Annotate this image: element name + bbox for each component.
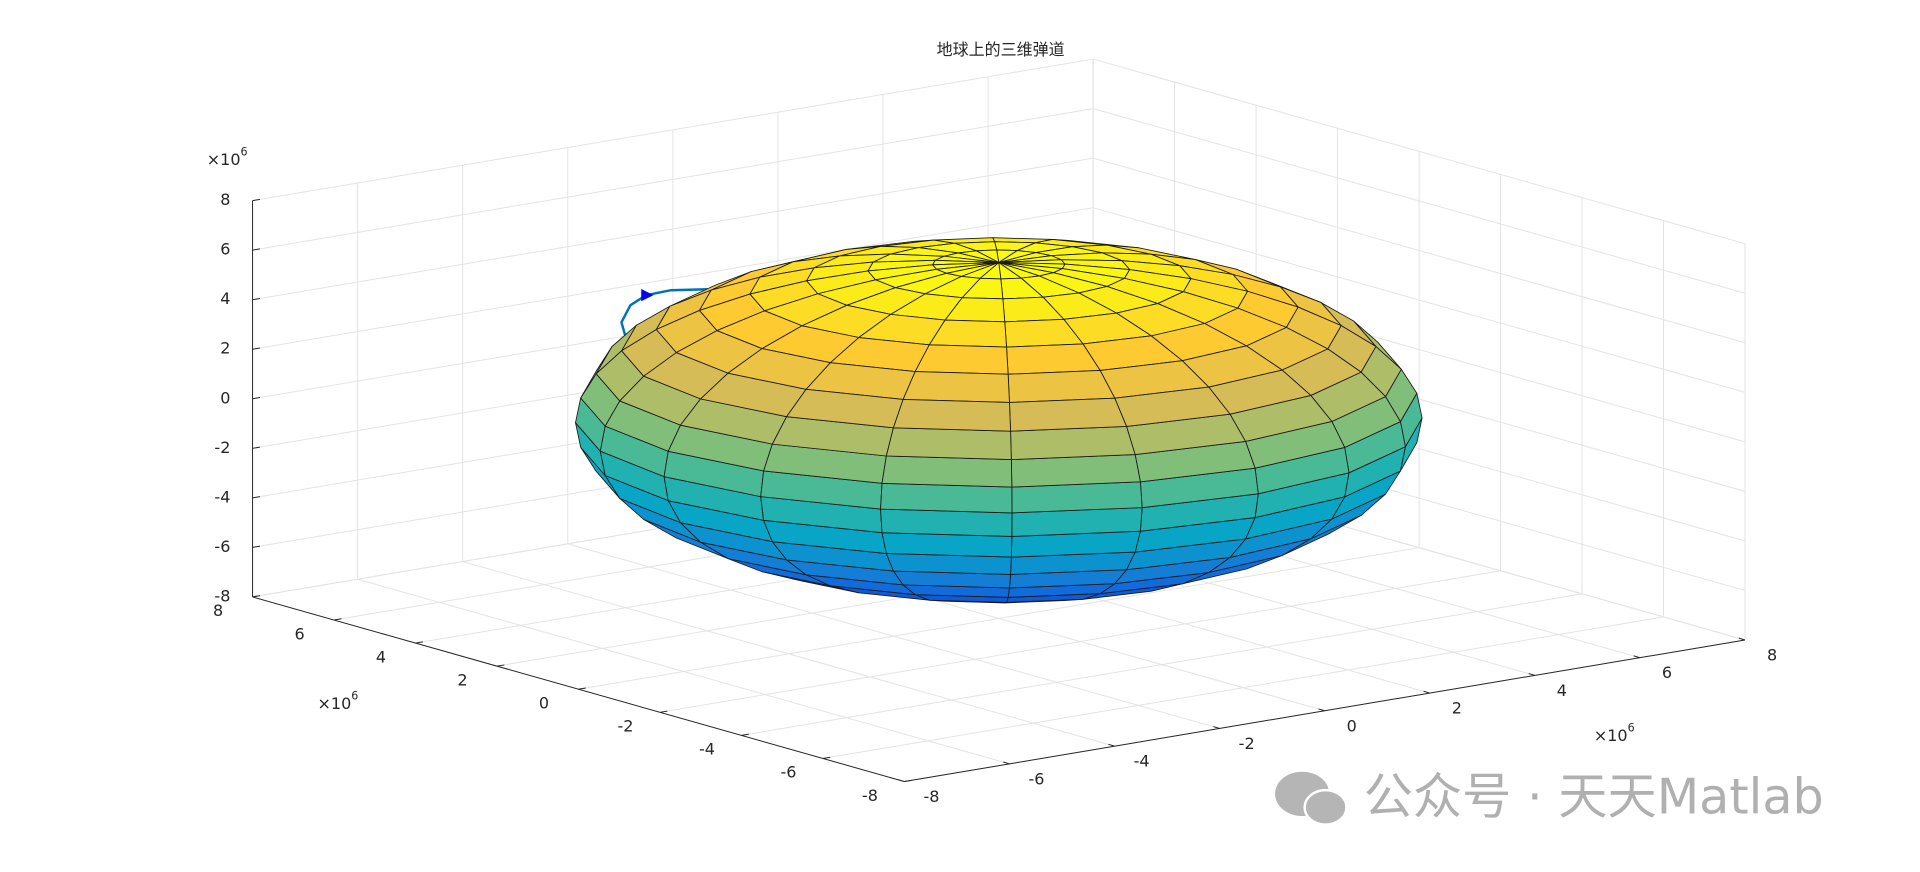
surface-face (1006, 343, 1101, 375)
axis-multiplier: ×106 (318, 690, 359, 713)
axes: -8-6-4-202468-8-6-4-202468-8-6-4-202468×… (207, 146, 1777, 806)
y-tick-label: 2 (457, 670, 467, 689)
grid-line (252, 58, 1094, 202)
y-tick (578, 687, 586, 690)
x-tick-label: -4 (1134, 752, 1150, 771)
axis-multiplier: ×106 (207, 146, 248, 169)
multiplier-power: 6 (351, 690, 358, 703)
x-tick (898, 779, 905, 783)
y-tick (741, 733, 749, 736)
y-tick (496, 664, 505, 667)
watermark-text: 公众号 · 天天Matlab (1364, 767, 1824, 825)
z-tick (252, 397, 261, 400)
x-tick (1108, 743, 1115, 747)
z-tick (252, 248, 261, 251)
surface-face (914, 344, 1009, 375)
surface-face (881, 532, 1013, 558)
grid-line (1093, 207, 1746, 393)
y-tick-label: 4 (376, 647, 386, 666)
z-tick-label: 0 (220, 388, 230, 407)
multiplier-power: 6 (241, 146, 248, 159)
grid-line (659, 570, 1501, 713)
y-tick-label: -6 (780, 763, 796, 782)
y-tick (659, 710, 668, 713)
surface-face (880, 482, 1013, 514)
x-tick-label: 8 (1767, 645, 1777, 664)
z-tick-label: -4 (214, 487, 230, 506)
x-tick-label: 2 (1452, 699, 1462, 718)
z-tick-label: 8 (220, 190, 230, 209)
y-tick-label: -4 (699, 740, 715, 759)
surface-face (1009, 397, 1127, 432)
multiplier-base: ×10 (318, 693, 352, 712)
surface (575, 237, 1423, 604)
multiplier-base: ×10 (1594, 725, 1628, 744)
surface-face (1007, 370, 1116, 403)
multiplier-base: ×10 (207, 149, 241, 168)
x-tick (1318, 708, 1325, 712)
y-tick-label: 6 (294, 624, 304, 643)
x-tick (1633, 655, 1641, 659)
grid-line (1093, 58, 1746, 245)
z-tick (252, 347, 261, 350)
z-tick (252, 496, 261, 499)
grid-line (1093, 108, 1746, 294)
x-tick-label: -6 (1029, 769, 1045, 788)
grid-line (1093, 157, 1746, 344)
z-tick-label: 2 (220, 339, 230, 358)
grid-line (578, 547, 1420, 690)
y-tick (252, 595, 261, 598)
z-tick (252, 198, 261, 202)
y-tick-label: 8 (213, 601, 223, 620)
z-tick-label: -6 (214, 537, 230, 556)
x-tick (1003, 761, 1010, 765)
watermark: 公众号 · 天天Matlab (1275, 767, 1824, 826)
y-tick (904, 779, 912, 783)
y-tick (333, 618, 342, 621)
y-tick-label: -8 (862, 786, 878, 805)
surface-face (885, 427, 1012, 461)
surface-face (902, 371, 1010, 403)
x-tick-label: -8 (923, 787, 939, 806)
z-tick (252, 297, 261, 301)
x-tick-label: 6 (1662, 663, 1672, 682)
z-tick (252, 545, 261, 548)
grid-line (741, 593, 1583, 736)
z-tick-label: 4 (220, 289, 230, 308)
x-tick-label: 0 (1347, 716, 1357, 735)
y-tick-label: 0 (539, 693, 549, 712)
surface-face (880, 508, 1013, 537)
grid-line (252, 108, 1094, 251)
z-tick-label: 6 (220, 240, 230, 259)
z-tick-label: -8 (214, 586, 230, 605)
axis-multiplier: ×106 (1594, 722, 1635, 745)
surface-face (893, 398, 1011, 432)
grid-line (252, 157, 1094, 301)
multiplier-power: 6 (1628, 722, 1635, 735)
x-tick (1423, 690, 1430, 694)
x-tick-label: -2 (1239, 734, 1255, 753)
surface-face (1010, 426, 1136, 461)
grid-line (822, 616, 1664, 759)
y-tick (822, 756, 831, 759)
x-tick (1213, 726, 1220, 729)
x-tick-label: 4 (1557, 681, 1567, 700)
chart-title: 地球上的三维弹道 (937, 40, 1065, 59)
grid-line (252, 207, 1094, 350)
trajectory-marker (641, 288, 654, 302)
z-tick-label: -2 (214, 438, 230, 457)
wechat-icon (1303, 788, 1348, 826)
y-tick-label: -2 (618, 717, 634, 736)
surface-face (881, 455, 1013, 488)
z-tick (252, 446, 261, 449)
surface-face (1010, 454, 1141, 488)
y-tick (415, 641, 423, 644)
x-tick (1738, 637, 1746, 641)
x-tick (1528, 673, 1535, 676)
